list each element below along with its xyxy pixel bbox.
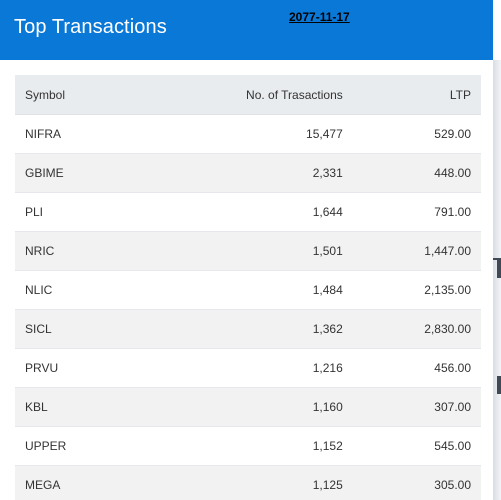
ltp-cell: 791.00	[352, 192, 481, 232]
transactions-cell: 1,644	[167, 192, 353, 232]
date-link[interactable]: 2077-11-17	[289, 10, 350, 24]
symbol-cell: NLIC	[15, 270, 168, 310]
symbol-cell: SICL	[15, 309, 168, 349]
symbol-cell: MEGA	[15, 465, 168, 500]
transactions-cell: 1,484	[167, 270, 353, 310]
transactions-cell: 1,362	[167, 309, 353, 349]
transactions-cell: 1,125	[167, 465, 353, 500]
table-header-row: Symbol No. of Trasactions LTP	[15, 75, 481, 115]
table-header: Symbol No. of Trasactions LTP	[15, 75, 481, 115]
symbol-cell: GBIME	[15, 153, 168, 193]
transactions-cell: 1,152	[167, 426, 353, 466]
transactions-table: Symbol No. of Trasactions LTP NIFRA 15,4…	[15, 75, 481, 500]
symbol-cell: KBL	[15, 387, 168, 427]
symbol-cell: PRVU	[15, 348, 168, 388]
right-scroll-marker	[497, 376, 501, 394]
widget-header: Top Transactions 2077-11-17	[0, 0, 493, 60]
symbol-cell: PLI	[15, 192, 168, 232]
ltp-cell: 307.00	[352, 387, 481, 427]
right-edge-shadow	[493, 60, 501, 500]
table-row: PLI 1,644 791.00	[15, 192, 481, 232]
table-row: GBIME 2,331 448.00	[15, 153, 481, 193]
column-header-ltp: LTP	[352, 75, 481, 115]
table-body: NIFRA 15,477 529.00 GBIME 2,331 448.00 P…	[15, 114, 481, 500]
ltp-cell: 305.00	[352, 465, 481, 500]
transactions-cell: 1,160	[167, 387, 353, 427]
symbol-cell: UPPER	[15, 426, 168, 466]
table-row: PRVU 1,216 456.00	[15, 348, 481, 388]
ltp-cell: 1,447.00	[352, 231, 481, 271]
right-scroll-marker	[497, 260, 501, 278]
right-edge-tick	[493, 258, 501, 260]
symbol-cell: NIFRA	[15, 114, 168, 154]
transactions-cell: 15,477	[167, 114, 353, 154]
column-header-symbol: Symbol	[15, 75, 168, 115]
transactions-cell: 1,216	[167, 348, 353, 388]
table-row: NLIC 1,484 2,135.00	[15, 270, 481, 310]
transactions-cell: 2,331	[167, 153, 353, 193]
widget-title: Top Transactions	[14, 16, 167, 38]
table-row: MEGA 1,125 305.00	[15, 465, 481, 500]
table-row: NIFRA 15,477 529.00	[15, 114, 481, 154]
column-header-transactions: No. of Trasactions	[167, 75, 353, 115]
ltp-cell: 2,135.00	[352, 270, 481, 310]
ltp-cell: 456.00	[352, 348, 481, 388]
table-row: NRIC 1,501 1,447.00	[15, 231, 481, 271]
symbol-cell: NRIC	[15, 231, 168, 271]
table-row: KBL 1,160 307.00	[15, 387, 481, 427]
table-row: SICL 1,362 2,830.00	[15, 309, 481, 349]
ltp-cell: 2,830.00	[352, 309, 481, 349]
ltp-cell: 529.00	[352, 114, 481, 154]
transactions-cell: 1,501	[167, 231, 353, 271]
ltp-cell: 545.00	[352, 426, 481, 466]
ltp-cell: 448.00	[352, 153, 481, 193]
table-row: UPPER 1,152 545.00	[15, 426, 481, 466]
